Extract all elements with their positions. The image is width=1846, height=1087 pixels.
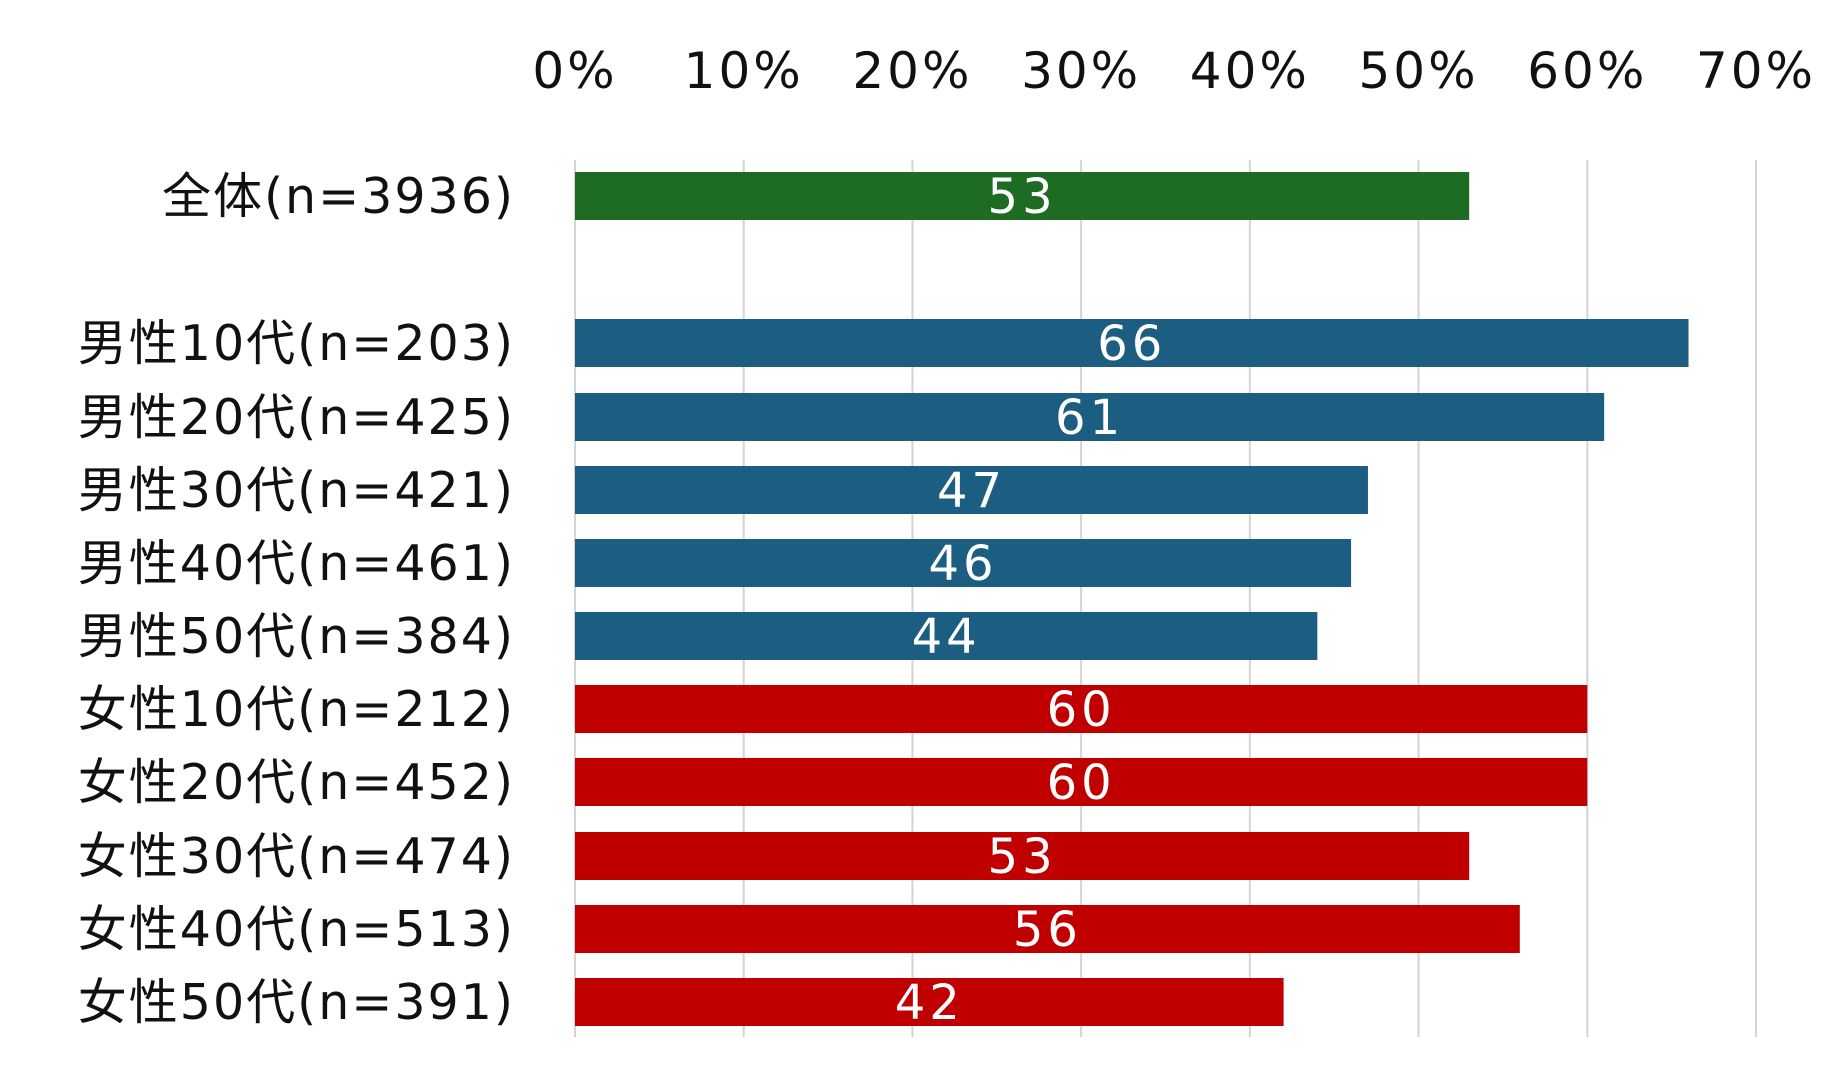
bar xyxy=(575,172,1470,220)
y-category-label: 女性20代(n=452) xyxy=(78,754,515,811)
x-tick-label: 10% xyxy=(684,42,804,100)
bar xyxy=(575,685,1588,733)
bar-value-label: 46 xyxy=(929,536,998,592)
bar-value-label: 60 xyxy=(1047,682,1116,738)
bar-value-label: 42 xyxy=(895,975,964,1031)
y-category-label: 男性10代(n=203) xyxy=(78,315,515,372)
y-category-label: 全体(n=3936) xyxy=(162,168,515,225)
category-labels: 全体(n=3936) 男性10代(n=203) 男性20代(n=425) 男性30代(… xyxy=(78,168,515,1031)
y-category-label: 女性50代(n=391) xyxy=(78,974,515,1031)
x-tick-label: 70% xyxy=(1696,42,1816,100)
x-tick-label: 40% xyxy=(1190,42,1310,100)
bar-value-label: 61 xyxy=(1055,390,1124,446)
bar xyxy=(575,905,1520,953)
y-category-label: 男性20代(n=425) xyxy=(78,389,515,446)
y-category-label: 男性30代(n=421) xyxy=(78,462,515,519)
x-tick-label: 20% xyxy=(852,42,972,100)
bar xyxy=(575,978,1284,1026)
bar xyxy=(575,466,1368,514)
x-axis-ticks: 0% 10% 20% 30% 40% 50% 60% 70% xyxy=(532,42,1816,100)
bars xyxy=(575,172,1689,1026)
y-category-label: 女性10代(n=212) xyxy=(78,681,515,738)
bar-value-label: 53 xyxy=(988,829,1057,885)
bar xyxy=(575,539,1352,587)
bar-value-label: 44 xyxy=(912,609,981,665)
bar xyxy=(575,832,1470,880)
x-tick-label: 30% xyxy=(1021,42,1141,100)
gridlines xyxy=(574,160,1757,1037)
data-labels: 53 66 61 47 46 44 60 60 53 56 42 xyxy=(895,169,1166,1031)
bar-value-label: 66 xyxy=(1097,316,1166,372)
x-tick-label: 50% xyxy=(1359,42,1479,100)
bar xyxy=(575,319,1689,367)
y-category-label: 女性40代(n=513) xyxy=(78,901,515,958)
bar xyxy=(575,393,1605,441)
bar xyxy=(575,758,1588,806)
x-tick-label: 0% xyxy=(532,42,617,100)
bar-value-label: 53 xyxy=(988,169,1057,225)
bar xyxy=(575,612,1318,660)
y-category-label: 男性40代(n=461) xyxy=(78,535,515,592)
y-category-label: 女性30代(n=474) xyxy=(78,828,515,885)
bar-value-label: 56 xyxy=(1013,902,1082,958)
bar-value-label: 60 xyxy=(1047,755,1116,811)
y-category-label: 男性50代(n=384) xyxy=(78,608,515,665)
bar-value-label: 47 xyxy=(937,463,1006,519)
x-tick-label: 60% xyxy=(1527,42,1647,100)
